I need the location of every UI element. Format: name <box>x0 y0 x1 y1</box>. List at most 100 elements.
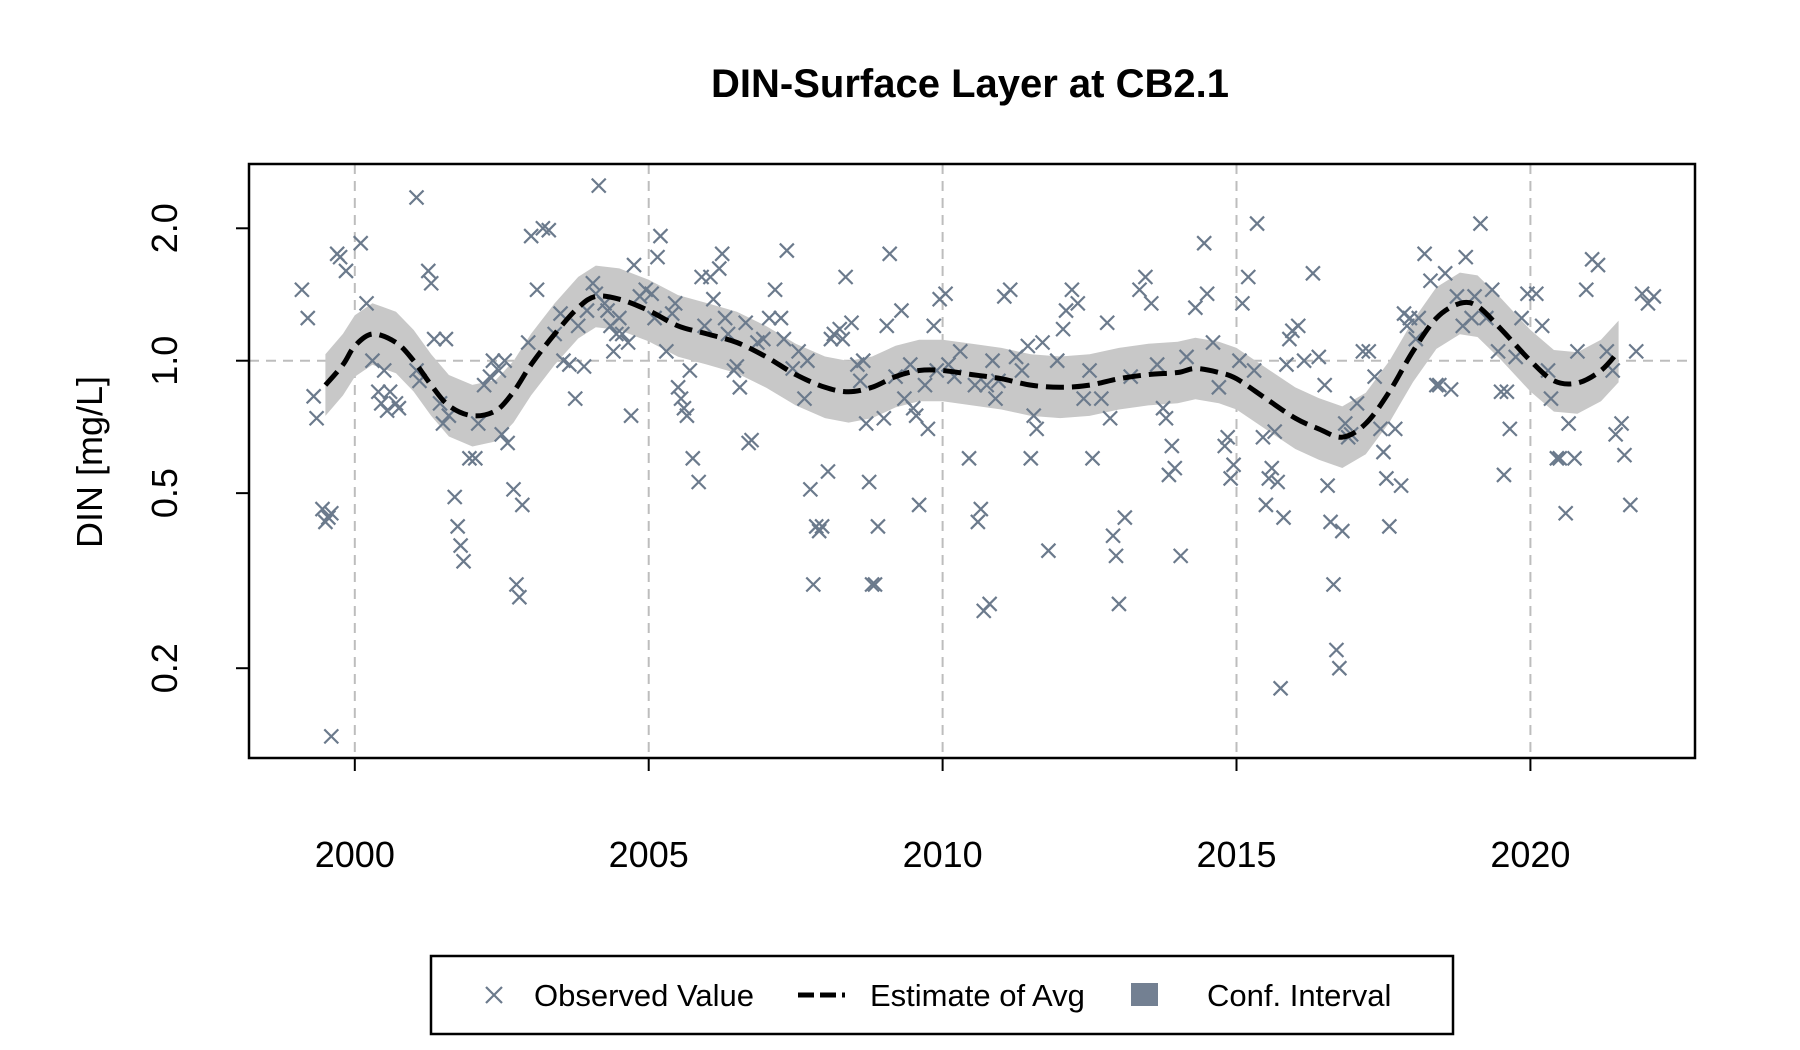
observed-point <box>937 285 954 302</box>
observed-point <box>732 379 748 396</box>
observed-point <box>1234 295 1251 312</box>
observed-point <box>1055 321 1071 337</box>
observed-point <box>1569 343 1586 360</box>
observed-point <box>308 410 325 427</box>
observed-point <box>332 249 348 265</box>
observed-point <box>388 395 404 412</box>
observed-point <box>1281 331 1298 347</box>
observed-point <box>1222 470 1239 487</box>
observed-point <box>961 450 977 467</box>
observed-point <box>1231 352 1248 369</box>
observed-point <box>1552 450 1568 467</box>
observed-point <box>837 269 854 285</box>
observed-point <box>1422 272 1439 289</box>
observed-point <box>1349 395 1365 412</box>
observed-point <box>1246 362 1262 379</box>
observed-point <box>449 518 466 535</box>
observed-point <box>1002 281 1018 298</box>
observed-point <box>541 222 557 238</box>
observed-point <box>990 373 1007 389</box>
observed-point <box>743 432 760 448</box>
observed-point <box>1111 596 1127 612</box>
observed-point <box>570 318 586 334</box>
legend-ci-marker <box>1131 983 1158 1006</box>
observed-point <box>1381 518 1398 535</box>
observed-point <box>737 314 754 331</box>
observed-point <box>485 352 501 369</box>
observed-point <box>876 410 892 427</box>
observed-point <box>970 514 986 530</box>
observed-point <box>984 352 1001 369</box>
observed-point <box>911 497 927 513</box>
observed-point <box>967 377 983 393</box>
estimate-curve <box>323 293 1621 440</box>
observed-point <box>1272 680 1289 697</box>
observed-point <box>1366 368 1383 385</box>
observed-point <box>1493 383 1509 400</box>
observed-point <box>1216 438 1233 454</box>
observed-point <box>649 249 666 265</box>
observed-point <box>658 343 675 360</box>
observed-point <box>1164 438 1180 454</box>
observed-point <box>391 400 407 416</box>
observed-point <box>620 334 636 351</box>
observed-point <box>814 518 830 535</box>
observed-point <box>1499 383 1515 400</box>
observed-point <box>805 576 822 593</box>
observed-point <box>1578 281 1595 298</box>
observed-point <box>796 390 813 407</box>
legend: Observed Value Estimate of Avg Conf. Int… <box>429 954 1455 1036</box>
x-tick-label: 2005 <box>609 834 689 875</box>
observed-point <box>1020 338 1036 354</box>
observed-point <box>1622 497 1639 513</box>
observed-point <box>426 331 442 347</box>
observed-point <box>370 383 387 400</box>
observed-point <box>1249 215 1265 232</box>
legend-observed-marker <box>485 986 503 1004</box>
y-tick-label: 0.5 <box>144 468 185 518</box>
observed-point <box>881 246 898 262</box>
observed-point <box>470 415 487 432</box>
observed-point <box>523 228 539 244</box>
observed-point <box>623 407 639 424</box>
x-tick-label: 2015 <box>1196 834 1276 875</box>
observed-point <box>482 368 498 385</box>
plot-frame <box>247 162 1697 760</box>
observed-point <box>652 228 669 244</box>
observed-point <box>1590 257 1606 273</box>
observed-point <box>1290 318 1307 334</box>
observed-point <box>1196 235 1212 251</box>
observed-point <box>1049 352 1066 369</box>
observed-point <box>438 331 454 347</box>
y-tick-label: 0.2 <box>144 643 185 693</box>
y-tick-label: 2.0 <box>144 203 185 253</box>
observed-point <box>1408 331 1424 347</box>
observed-point <box>1075 390 1092 407</box>
observed-point <box>779 242 795 259</box>
observed-point <box>717 310 733 326</box>
observed-point <box>1496 467 1512 483</box>
observed-point <box>1099 314 1115 331</box>
observed-point <box>928 362 945 379</box>
observed-point <box>1478 310 1495 326</box>
observed-point <box>670 379 686 396</box>
observed-point <box>1337 415 1354 432</box>
observed-point <box>1528 285 1545 302</box>
observed-point <box>1131 281 1148 298</box>
observed-point <box>1070 295 1086 312</box>
observed-point <box>1167 460 1183 476</box>
observed-point <box>455 553 472 570</box>
observed-point <box>1549 450 1565 467</box>
observed-point <box>667 295 683 312</box>
observed-point <box>611 310 628 326</box>
observed-point <box>773 310 789 326</box>
observed-point <box>1296 352 1312 369</box>
y-axis: 0.2 0.5 1.0 2.0 <box>144 203 249 693</box>
observed-point <box>1102 410 1118 427</box>
observed-point <box>1305 265 1321 282</box>
observed-point <box>1137 269 1154 285</box>
observed-point <box>338 263 354 279</box>
observed-point <box>861 474 877 490</box>
observed-point <box>1484 281 1500 298</box>
observed-point <box>1443 381 1459 398</box>
